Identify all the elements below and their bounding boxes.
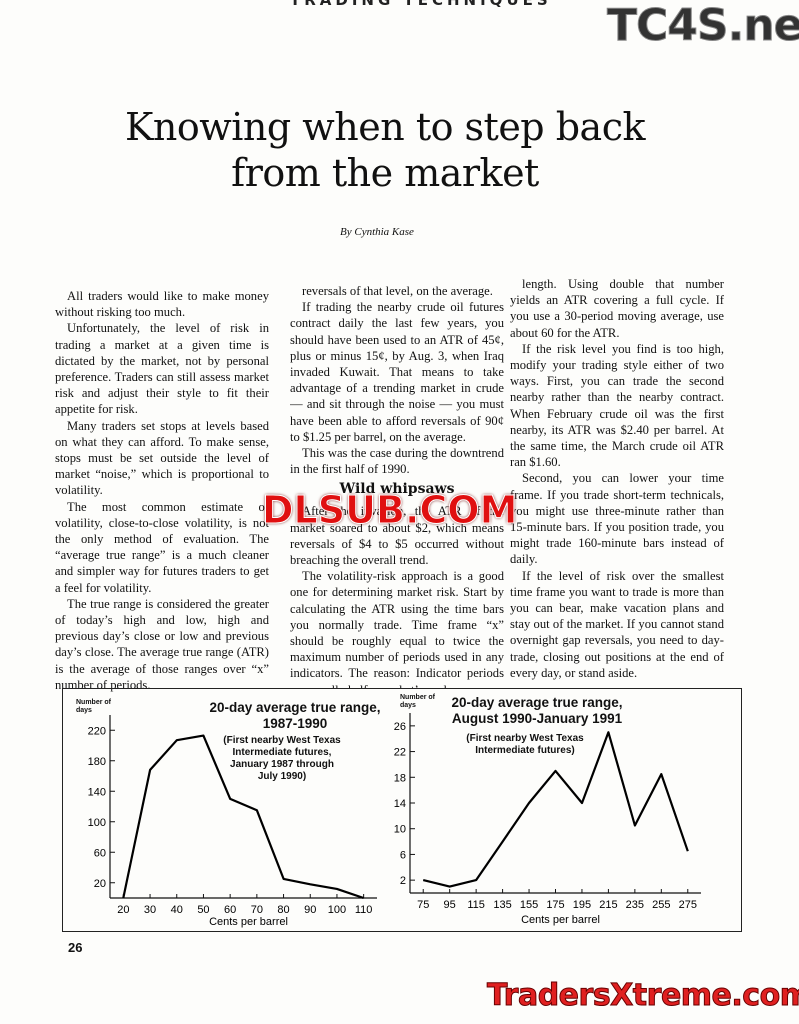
paragraph: Unfortunately, the level of risk in trad…	[55, 321, 269, 417]
y-tick-label: 26	[394, 721, 406, 733]
byline: By Cynthia Kase	[340, 226, 414, 238]
x-tick-label: 20	[117, 904, 129, 916]
x-tick-label: 255	[652, 899, 670, 911]
page-number: 26	[68, 940, 83, 955]
chart-title-line: 1987-1990	[262, 716, 328, 731]
x-tick-label: 95	[444, 899, 456, 911]
paragraph: All traders would like to make money wit…	[55, 289, 269, 320]
watermark: TC4S.net	[607, 0, 799, 52]
paragraph: Second, you can lower your time frame. I…	[510, 471, 724, 567]
x-tick-label: 75	[417, 899, 429, 911]
paragraph: If trading the nearby crude oil futures …	[290, 300, 504, 444]
paragraph: If the level of risk over the smallest t…	[510, 568, 724, 680]
y-tick-label: 14	[394, 798, 406, 810]
text-column: length. Using double that number yields …	[510, 276, 724, 681]
chart-title-line: 20-day average true range,	[451, 695, 623, 710]
x-tick-label: 30	[144, 904, 156, 916]
chart-note: (First nearby West Texas Intermediate fu…	[223, 735, 341, 782]
x-tick-label: 60	[224, 904, 236, 916]
title-line: Knowing when to step back	[124, 105, 646, 149]
x-tick-label: 100	[328, 904, 346, 916]
x-tick-label: 70	[251, 904, 263, 916]
x-axis-label: Cents per barrel	[521, 914, 600, 926]
x-tick-label: 175	[546, 899, 564, 911]
paragraph: If the risk level you find is too high, …	[510, 341, 724, 470]
paragraph: After the invasion, the ATR of the marke…	[290, 504, 504, 568]
chart-title-line: 20-day average true range,	[209, 700, 381, 715]
paragraph: This was the case during the downtrend i…	[290, 446, 504, 477]
x-tick-label: 80	[277, 904, 289, 916]
subheading: Wild whipsaws	[339, 481, 455, 498]
paragraph: length. Using double that number yields …	[510, 277, 724, 340]
x-tick-label: 135	[493, 899, 511, 911]
section-header: TRADING TECHNIQUES	[290, 0, 552, 9]
y-tick-label: 220	[88, 725, 106, 737]
y-tick-label: 22	[394, 747, 406, 759]
paragraph: The most common estimate of volatility, …	[55, 499, 269, 595]
text-column: reversals of that level, on the average.…	[290, 283, 504, 688]
y-tick-label: 180	[88, 756, 106, 768]
y-tick-label: 6	[400, 849, 406, 861]
y-tick-label: 18	[394, 772, 406, 784]
x-axis-label: Cents per barrel	[209, 916, 288, 928]
data-line	[122, 734, 364, 900]
x-tick-label: 40	[171, 904, 183, 916]
x-tick-label: 275	[679, 899, 697, 911]
x-tick-label: 50	[197, 904, 209, 916]
x-tick-label: 115	[467, 899, 485, 911]
x-tick-label: 235	[626, 899, 644, 911]
chart-note: (First nearby West Texas Intermediate fu…	[466, 733, 584, 756]
watermark: TradersXtreme.com	[486, 978, 799, 1014]
text-column: All traders would like to make money wit…	[55, 288, 269, 693]
article-title: Knowing when to step back from the marke…	[0, 104, 770, 196]
chart-title-line: August 1990-January 1991	[451, 711, 623, 726]
title-line: from the market	[231, 151, 539, 195]
y-axis-label: Number of days	[400, 694, 435, 709]
paragraph: The volatility-risk approach is a good o…	[290, 569, 504, 688]
x-tick-label: 110	[355, 904, 373, 916]
y-tick-label: 2	[400, 875, 406, 887]
x-tick-label: 90	[304, 904, 316, 916]
data-line	[422, 731, 689, 888]
watermark: DLSUB.COM	[261, 488, 518, 533]
paragraph: Many traders set stops at levels based o…	[55, 418, 269, 498]
y-tick-label: 100	[88, 817, 106, 829]
y-axis-label: Number of days	[76, 699, 111, 714]
y-tick-label: 20	[94, 878, 106, 890]
chart-frame	[62, 688, 742, 932]
paragraph: reversals of that level, on the average.	[302, 284, 493, 298]
x-tick-label: 195	[573, 899, 591, 911]
y-tick-label: 10	[394, 824, 406, 836]
x-tick-label: 215	[599, 899, 617, 911]
y-tick-label: 60	[94, 847, 106, 859]
chart-title: 20-day average true range, August 1990-Ja…	[432, 695, 642, 727]
chart-title: 20-day average true range, 1987-1990	[205, 700, 385, 732]
y-tick-label: 140	[88, 786, 106, 798]
x-tick-label: 155	[520, 899, 538, 911]
